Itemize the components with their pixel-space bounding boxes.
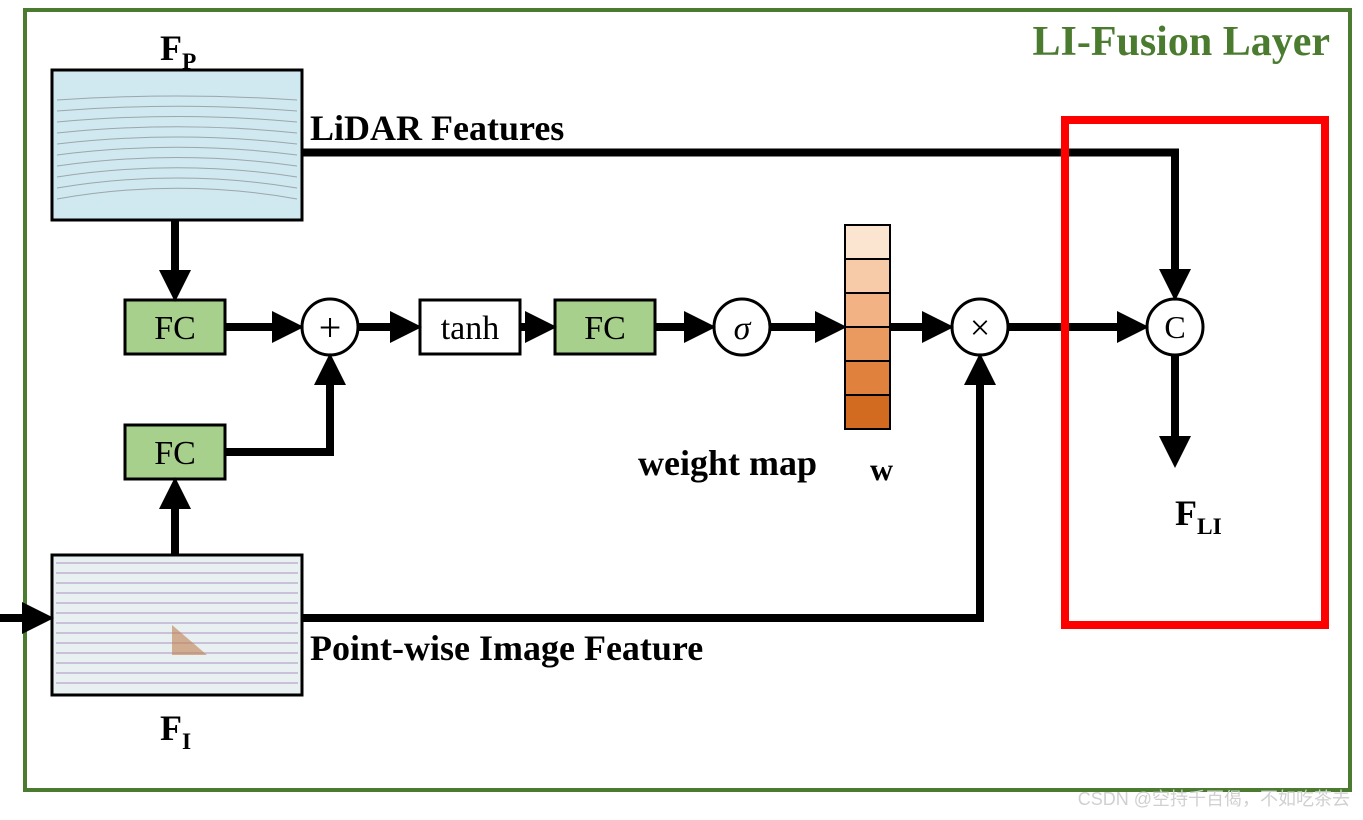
fp-feature-image <box>52 70 302 220</box>
pointwise-label: Point-wise Image Feature <box>310 628 703 668</box>
svg-text:FC: FC <box>154 310 196 347</box>
svg-text:FC: FC <box>584 310 626 347</box>
weight-map-w-label: w <box>870 451 893 487</box>
lidar-features-label: LiDAR Features <box>310 108 564 148</box>
svg-text:C: C <box>1164 309 1185 345</box>
fi-feature-image <box>52 555 302 695</box>
weight-bar-cell <box>845 395 890 429</box>
svg-text:σ: σ <box>734 310 752 347</box>
diagram-canvas: LI-Fusion Layer FC FC tanh FC + σ × C LiDAR Featu… <box>0 0 1363 820</box>
weight-bar-cell <box>845 361 890 395</box>
svg-text:+: + <box>319 305 342 350</box>
weight-map-label: weight map <box>638 443 817 483</box>
layer-title: LI-Fusion Layer <box>1032 19 1330 65</box>
weight-bar-cell <box>845 293 890 327</box>
svg-text:×: × <box>970 308 990 348</box>
svg-text:FC: FC <box>154 435 196 472</box>
weight-bar-cell <box>845 259 890 293</box>
weight-bar-cell <box>845 225 890 259</box>
svg-text:tanh: tanh <box>441 310 500 347</box>
weight-bar-cell <box>845 327 890 361</box>
watermark: CSDN @空持千百偈，不如吃茶去 <box>1078 789 1350 809</box>
